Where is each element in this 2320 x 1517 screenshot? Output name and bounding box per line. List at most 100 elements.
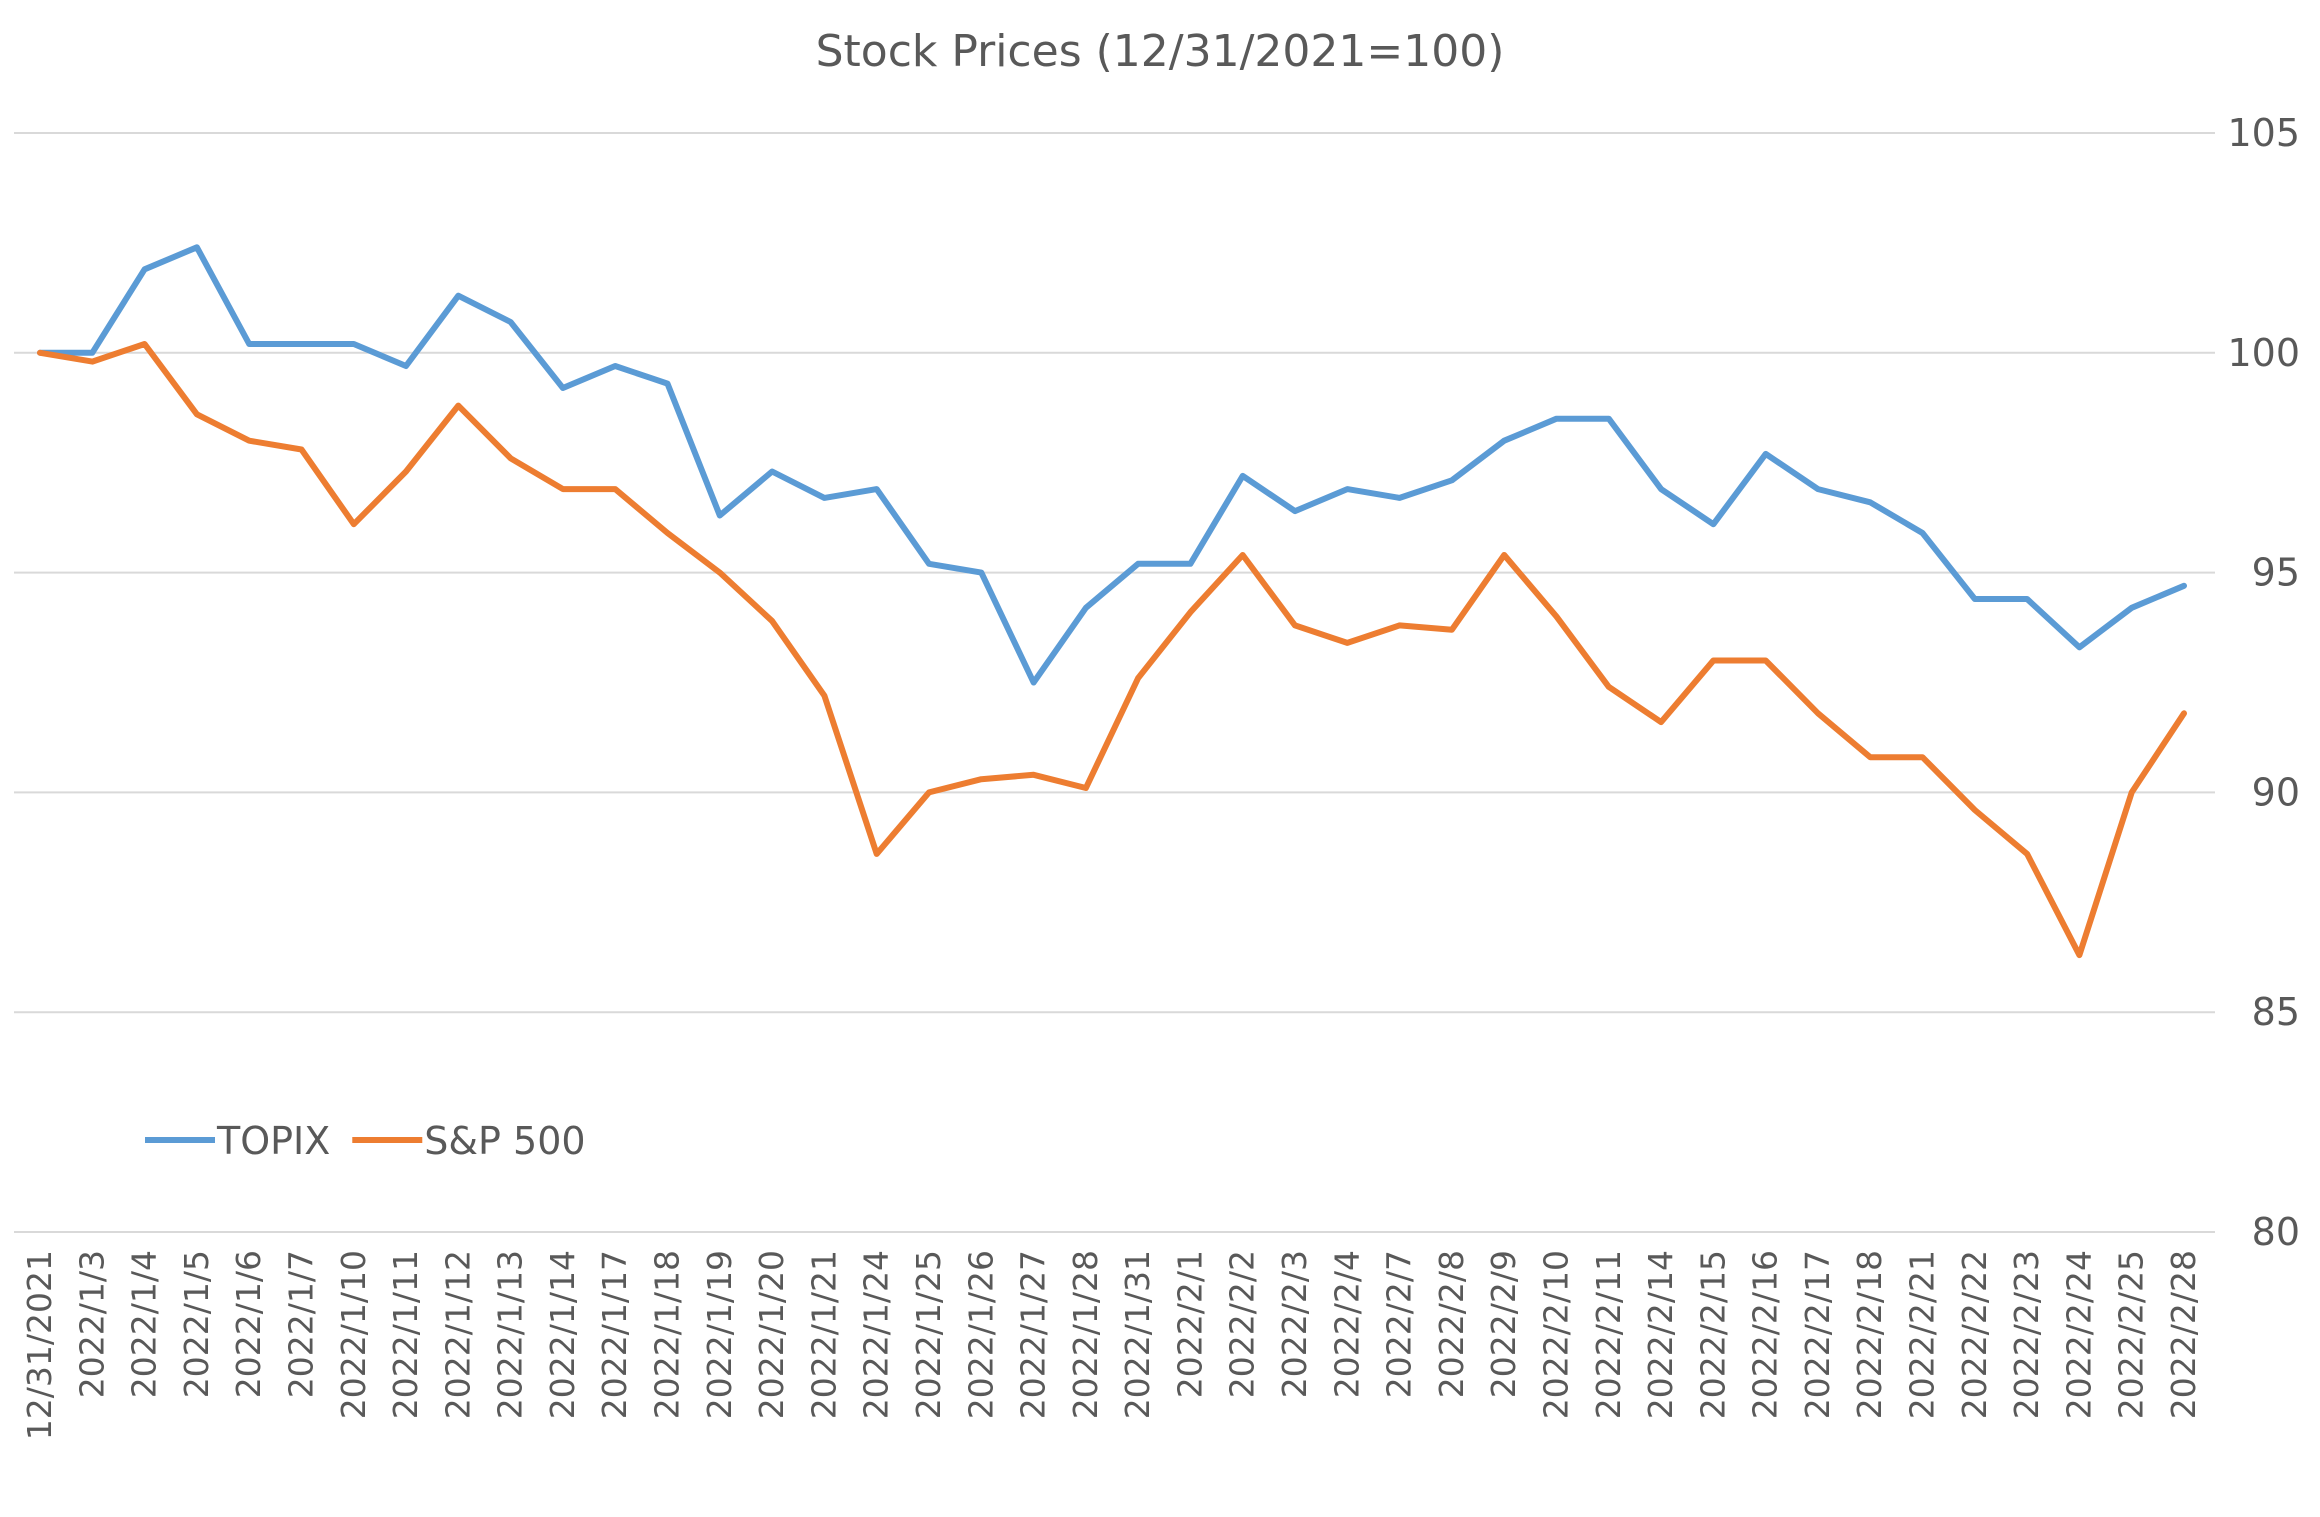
x-tick-label: 2022/1/7 (281, 1250, 320, 1398)
data-point (1397, 622, 1403, 628)
x-tick-label: 2022/2/2 (1223, 1250, 1262, 1398)
chart-title: Stock Prices (12/31/2021=100) (816, 26, 1505, 77)
x-tick-label: 2022/1/28 (1066, 1250, 1105, 1419)
data-point (298, 447, 304, 453)
x-tick-label: 2022/2/15 (1693, 1250, 1732, 1419)
legend: TOPIX S&P 500 (145, 1119, 586, 1163)
x-tick-label: 2022/2/11 (1589, 1250, 1628, 1419)
legend-item: TOPIX (145, 1119, 330, 1163)
data-point (874, 851, 880, 857)
x-tick-label: 2022/2/22 (1955, 1250, 1994, 1419)
series-line (37, 244, 2187, 686)
data-point (1083, 605, 1089, 611)
data-point (1815, 710, 1821, 716)
data-point (1606, 416, 1612, 422)
data-point (717, 512, 723, 518)
x-tick-label: 2022/2/25 (2112, 1250, 2151, 1419)
data-point (2024, 596, 2030, 602)
data-point (142, 341, 148, 347)
data-point (1135, 675, 1141, 681)
x-tick-label: 2022/1/26 (961, 1250, 1000, 1419)
data-point (612, 363, 618, 369)
x-tick-label: 2022/2/23 (2007, 1250, 2046, 1419)
x-tick-label: 2022/1/21 (804, 1250, 843, 1419)
y-tick-label: 85 (2252, 990, 2300, 1034)
x-tick-label: 2022/2/1 (1170, 1250, 1209, 1398)
series-line (37, 341, 2187, 959)
x-tick-label: 2022/1/25 (909, 1250, 948, 1419)
data-point (37, 350, 43, 356)
data-point (1867, 754, 1873, 760)
x-tick-label: 2022/1/14 (543, 1250, 582, 1419)
x-tick-label: 2022/2/17 (1798, 1250, 1837, 1419)
data-point (1501, 438, 1507, 444)
data-point (926, 789, 932, 795)
data-point (560, 486, 566, 492)
data-point (1553, 416, 1559, 422)
data-point (1763, 658, 1769, 664)
data-point (194, 244, 200, 250)
legend-label: S&P 500 (424, 1119, 585, 1163)
x-tick-label: 2022/2/28 (2164, 1250, 2203, 1419)
series-lines (37, 244, 2187, 959)
x-tick-label: 2022/1/4 (125, 1250, 164, 1398)
gridlines (14, 132, 2215, 1233)
y-tick-label: 80 (2252, 1210, 2300, 1254)
legend-item: S&P 500 (352, 1119, 586, 1163)
x-tick-label: 2022/2/8 (1432, 1250, 1471, 1398)
data-point (2181, 583, 2187, 589)
y-tick-label: 95 (2252, 551, 2300, 595)
legend-label: TOPIX (216, 1119, 330, 1163)
y-tick-label: 90 (2252, 770, 2300, 814)
x-tick-label: 2022/1/6 (229, 1250, 268, 1398)
data-point (2024, 851, 2030, 857)
data-point (612, 486, 618, 492)
data-point (246, 341, 252, 347)
data-point (1920, 530, 1926, 536)
data-point (1344, 640, 1350, 646)
x-tick-label: 2022/2/16 (1746, 1250, 1785, 1419)
data-point (1292, 508, 1298, 514)
x-tick-label: 2022/1/11 (386, 1250, 425, 1419)
x-tick-label: 2022/1/3 (72, 1250, 111, 1398)
x-tick-label: 2022/1/5 (177, 1250, 216, 1398)
data-point (1501, 552, 1507, 558)
data-point (1397, 495, 1403, 501)
data-point (1763, 451, 1769, 457)
data-point (246, 438, 252, 444)
data-point (769, 468, 775, 474)
data-point (1031, 772, 1037, 778)
data-point (978, 570, 984, 576)
data-point (978, 776, 984, 782)
data-point (298, 341, 304, 347)
data-point (821, 495, 827, 501)
x-tick-label: 2022/2/24 (2059, 1250, 2098, 1419)
data-point (1867, 499, 1873, 505)
data-point (1083, 785, 1089, 791)
data-point (821, 693, 827, 699)
data-point (1710, 521, 1716, 527)
data-point (560, 385, 566, 391)
data-point (1449, 627, 1455, 633)
data-point (142, 266, 148, 272)
data-point (1135, 561, 1141, 567)
data-point (769, 618, 775, 624)
x-tick-label: 2022/1/13 (491, 1250, 530, 1419)
x-tick-label: 12/31/2021 (20, 1250, 59, 1440)
x-tick-label: 2022/1/12 (438, 1250, 477, 1419)
data-point (1449, 477, 1455, 483)
x-tick-label: 2022/1/20 (752, 1250, 791, 1419)
x-tick-label: 2022/1/10 (334, 1250, 373, 1419)
data-point (926, 561, 932, 567)
data-point (665, 381, 671, 387)
data-point (89, 359, 95, 365)
x-tick-label: 2022/2/10 (1536, 1250, 1575, 1419)
data-point (1920, 754, 1926, 760)
x-tick-label: 2022/2/3 (1275, 1250, 1314, 1398)
data-point (1240, 473, 1246, 479)
x-tick-label: 2022/2/18 (1850, 1250, 1889, 1419)
data-point (455, 293, 461, 299)
data-point (351, 521, 357, 527)
x-axis-ticks: 12/31/2021 2022/1/3 2022/1/4 2022/1/5 2022/1… (20, 1250, 2203, 1440)
